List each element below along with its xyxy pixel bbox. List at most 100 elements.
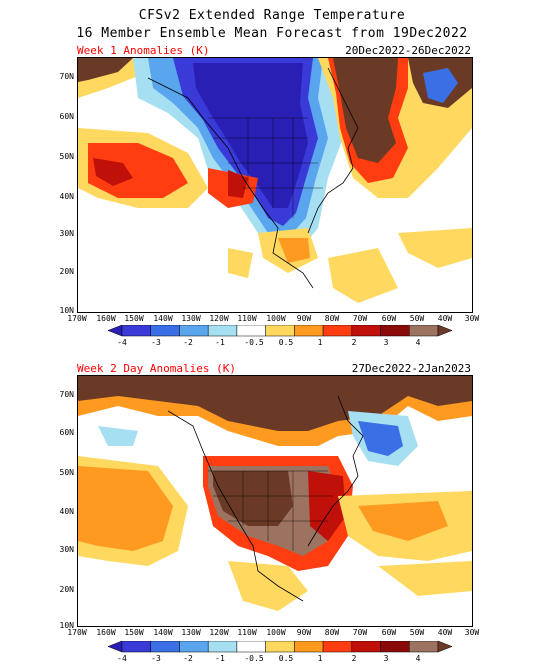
cbar-tick: 2	[351, 338, 357, 347]
colorbar-swatch	[150, 325, 180, 337]
lon-label: 110W	[237, 628, 257, 637]
cbar-tick: -1	[215, 654, 225, 663]
colorbar-swatch	[380, 641, 410, 653]
colorbar-swatch	[121, 641, 151, 653]
lat-label: 60N	[59, 428, 74, 437]
lat-label: 50N	[59, 152, 74, 161]
colorbar-swatch	[294, 641, 324, 653]
cbar-tick: -4	[117, 654, 127, 663]
cbar-tick: -3	[151, 654, 161, 663]
panel1-label: Week 1 Anomalies (K)	[77, 44, 210, 57]
colorbar-swatch	[322, 641, 353, 653]
cbar-tick: 0.5	[278, 338, 294, 347]
lat-label: 50N	[59, 468, 74, 477]
colorbar-swatch	[437, 641, 452, 653]
lon-label: 160W	[96, 314, 116, 323]
main-title-line2: 16 Member Ensemble Mean Forecast from 19…	[76, 26, 468, 41]
lon-label: 140W	[153, 314, 173, 323]
lat-label: 70N	[59, 72, 74, 81]
colorbar-swatch	[380, 325, 410, 337]
lon-label: 140W	[153, 628, 173, 637]
panel2-map	[77, 375, 473, 627]
lon-label: 70W	[352, 314, 368, 323]
lon-label: 90W	[296, 314, 312, 323]
cbar-tick: -0.5	[244, 338, 264, 347]
lon-label: 160W	[96, 628, 116, 637]
lon-label: 100W	[266, 628, 286, 637]
lon-label: 130W	[181, 314, 201, 323]
lon-label: 70W	[352, 628, 368, 637]
colorbar-swatch	[179, 325, 209, 337]
cbar-tick: -1	[215, 338, 225, 347]
colorbar-swatch	[236, 325, 266, 337]
panel2-map-svg	[78, 376, 472, 626]
lat-label: 20N	[59, 585, 74, 594]
lat-label: 30N	[59, 229, 74, 238]
panel1-dates: 20Dec2022-26Dec2022	[345, 44, 471, 57]
colorbar-swatch	[351, 325, 381, 337]
lon-label: 50W	[409, 314, 425, 323]
cbar-tick: -3	[151, 338, 161, 347]
panel1-map-svg	[78, 58, 472, 312]
panel2-lon-axis: 170W 160W 150W 140W 130W 120W 110W 100W …	[62, 628, 488, 638]
cbar-tick: -4	[117, 338, 127, 347]
colorbar-swatch	[437, 325, 452, 337]
lon-label: 30W	[464, 628, 480, 637]
colorbar-swatch	[351, 641, 381, 653]
lat-label: 40N	[59, 507, 74, 516]
panel2-label: Week 2 Day Anomalies (K)	[77, 362, 236, 375]
colorbar-swatch	[108, 325, 123, 337]
lon-label: 40W	[437, 314, 453, 323]
colorbar-swatch	[409, 641, 439, 653]
lat-label: 20N	[59, 267, 74, 276]
lon-label: 150W	[124, 628, 144, 637]
lat-label: 60N	[59, 112, 74, 121]
lon-label: 60W	[381, 628, 397, 637]
lat-label: 10N	[59, 621, 74, 630]
cbar-tick: -2	[183, 654, 193, 663]
cbar-tick: 4	[415, 654, 421, 663]
cbar-tick: 1	[317, 338, 323, 347]
lat-label: 30N	[59, 545, 74, 554]
colorbar-swatch	[207, 325, 238, 337]
lon-label: 60W	[381, 314, 397, 323]
lon-label: 90W	[296, 628, 312, 637]
colorbar-swatch	[179, 641, 209, 653]
cbar-tick: -2	[183, 338, 193, 347]
colorbar-swatch	[265, 325, 295, 337]
lon-label: 110W	[237, 314, 257, 323]
colorbar-swatch	[207, 641, 238, 653]
cbar-tick: -0.5	[244, 654, 264, 663]
colorbar-swatch	[236, 641, 266, 653]
cbar-tick: 0.5	[278, 654, 294, 663]
lon-label: 170W	[67, 314, 87, 323]
colorbar-swatch	[265, 641, 295, 653]
lon-label: 50W	[409, 628, 425, 637]
panel2-colorbar	[108, 641, 452, 653]
panel2-colorbar-ticks: -4 -3 -2 -1 -0.5 0.5 1 2 3 4	[108, 654, 452, 664]
colorbar-swatch	[294, 325, 324, 337]
main-title-line1: CFSv2 Extended Range Temperature	[138, 8, 406, 23]
colorbar-swatch	[108, 641, 123, 653]
lon-label: 120W	[209, 628, 229, 637]
lat-label: 10N	[59, 306, 74, 315]
lon-label: 40W	[437, 628, 453, 637]
colorbar-swatch	[150, 641, 180, 653]
colorbar-swatch	[409, 325, 439, 337]
panel1-colorbar-ticks: -4 -3 -2 -1 -0.5 0.5 1 2 3 4	[108, 338, 452, 348]
lat-label: 40N	[59, 192, 74, 201]
colorbar-swatch	[121, 325, 151, 337]
panel2-dates: 27Dec2022-2Jan2023	[351, 362, 471, 375]
cbar-tick: 4	[415, 338, 421, 347]
cbar-tick: 2	[351, 654, 357, 663]
lon-label: 170W	[67, 628, 87, 637]
panel1-colorbar	[108, 325, 452, 337]
lon-label: 150W	[124, 314, 144, 323]
lon-label: 30W	[464, 314, 480, 323]
lon-label: 80W	[324, 628, 340, 637]
lon-label: 100W	[266, 314, 286, 323]
cbar-tick: 3	[383, 338, 389, 347]
lon-label: 130W	[181, 628, 201, 637]
colorbar-swatch	[322, 325, 353, 337]
cbar-tick: 1	[317, 654, 323, 663]
